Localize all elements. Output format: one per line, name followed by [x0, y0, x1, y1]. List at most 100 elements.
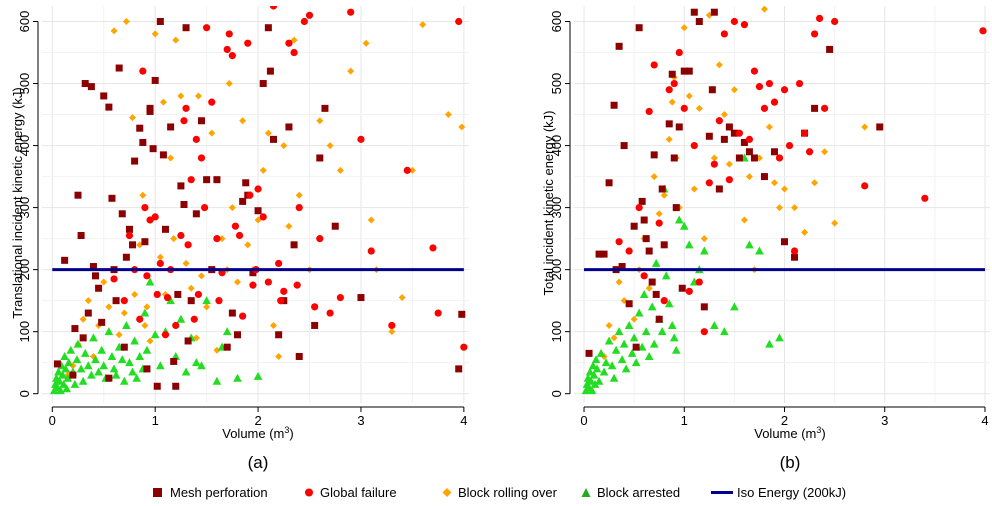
panel-a-point-block-rolling-over	[213, 346, 221, 354]
panel-b-point-global-failure	[705, 179, 713, 187]
panel-b-point-block-arrested	[589, 370, 599, 379]
panel-b-point-block-rolling-over	[791, 204, 799, 212]
panel-b-point-block-arrested	[669, 333, 679, 342]
panel-a-point-block-rolling-over	[290, 36, 298, 44]
panel-a-point-block-rolling-over	[218, 235, 226, 243]
panel-a-points	[50, 6, 468, 395]
panel-b-y-tick-label: 400	[549, 135, 564, 157]
panel-b-point-block-rolling-over	[685, 92, 693, 100]
panel-b-point-global-failure	[861, 182, 869, 190]
panel-a-point-global-failure	[110, 275, 118, 283]
panel-a-point-mesh-perforation	[331, 222, 339, 230]
panel-a-point-global-failure	[139, 67, 147, 75]
panel-b-point-global-failure	[670, 79, 678, 88]
panel-b-point-block-arrested	[621, 364, 631, 373]
panel-b-point-global-failure	[665, 86, 673, 94]
panel-a-point-global-failure	[228, 52, 236, 60]
panel-a-point-global-failure	[235, 231, 244, 240]
panel-a-point-global-failure	[215, 297, 223, 305]
panel-b-point-global-failure	[675, 48, 683, 57]
panel-b-point-block-arrested	[775, 333, 784, 342]
panel-b-point-global-failure	[700, 328, 708, 336]
panel-b-point-block-arrested	[590, 379, 600, 388]
panel-b-point-block-rolling-over	[861, 123, 869, 131]
panel-b-point-block-rolling-over	[715, 61, 723, 69]
panel-b-point-block-arrested	[587, 386, 597, 395]
panel-b-point-block-arrested	[671, 345, 681, 354]
panel-b-point-global-failure	[810, 30, 819, 38]
panel-a-point-block-rolling-over	[244, 241, 252, 249]
panel-a-point-mesh-perforation	[167, 123, 175, 131]
panel-a-point-mesh-perforation	[270, 135, 278, 143]
panel-b-point-global-failure	[685, 287, 693, 295]
panel-a-point-global-failure	[141, 204, 149, 212]
panel-b-point-block-rolling-over	[605, 321, 613, 329]
panel-a-point-global-failure	[203, 24, 211, 32]
panel-a-point-global-failure	[246, 191, 254, 199]
panel-b-point-block-rolling-over	[630, 315, 638, 323]
panel-b-point-block-rolling-over	[700, 235, 708, 243]
panel-a-point-mesh-perforation	[197, 117, 205, 125]
panel-b-point-global-failure	[635, 204, 643, 212]
legend-swatch-global-failure	[305, 488, 313, 497]
panel-a-point-mesh-perforation	[203, 176, 211, 184]
panel-a-point-block-rolling-over	[159, 98, 167, 106]
panel-a-point-block-rolling-over	[203, 303, 211, 311]
panel-a-background	[42, 6, 469, 403]
panel-b-point-mesh-perforation	[781, 238, 789, 246]
panel-b-y-tick-label: 300	[549, 197, 564, 219]
panel-a-point-global-failure	[190, 315, 198, 323]
panel-a-point-block-rolling-over	[187, 284, 195, 292]
panel-a-point-mesh-perforation	[161, 225, 169, 233]
panel-a-x-tick-label: 4	[460, 413, 467, 428]
panel-a-point-global-failure	[388, 321, 396, 330]
panel-a-point-block-rolling-over	[122, 18, 130, 26]
panel-b-point-global-failure	[775, 154, 784, 162]
panel-a-point-block-arrested	[192, 358, 201, 367]
panel-a-point-mesh-perforation	[159, 151, 167, 159]
panel-a-x-tick-label: 0	[49, 413, 56, 428]
panel-a-point-mesh-perforation	[249, 269, 257, 277]
panel-b-point-block-rolling-over	[745, 173, 753, 181]
panel-b-point-block-arrested	[657, 327, 667, 336]
panel-a-point-block-arrested	[91, 355, 100, 364]
panel-b-point-block-arrested	[679, 221, 689, 230]
panel-b-point-global-failure	[790, 247, 799, 255]
panel-a-point-global-failure	[311, 303, 319, 311]
panel-b-point-block-rolling-over	[668, 98, 676, 106]
panel-b-point-mesh-perforation	[638, 197, 646, 205]
panel-a-point-block-arrested	[76, 364, 86, 373]
panel-a-point-global-failure	[187, 176, 195, 184]
panel-b-point-block-rolling-over	[720, 111, 728, 119]
panel-b-point-block-rolling-over	[690, 185, 698, 193]
panel-b-point-block-arrested	[684, 240, 694, 249]
panel-a-point-mesh-perforation	[125, 225, 133, 233]
panel-b-point-block-rolling-over	[775, 204, 783, 212]
panel-b-point-mesh-perforation	[715, 185, 723, 193]
panel-a-point-global-failure	[277, 297, 285, 305]
panel-b-point-global-failure	[730, 17, 738, 26]
panel-a-point-block-arrested	[94, 367, 103, 376]
legend-label-global-failure: Global failure	[320, 485, 397, 500]
panel-a-point-block-arrested	[78, 376, 88, 385]
panel-b-point-block-arrested	[664, 299, 674, 308]
panel-a-point-mesh-perforation	[275, 331, 283, 339]
legend-label-block-arrested: Block arrested	[597, 485, 680, 500]
panel-a-point-mesh-perforation	[233, 331, 241, 339]
panel-b-xlabel-main: Volume (m	[754, 426, 816, 441]
panel-a-xlabel-main: Volume (m	[222, 426, 284, 441]
panel-a-point-block-rolling-over	[192, 334, 200, 342]
panel-b-point-block-arrested	[637, 342, 647, 351]
panel-b-x-tick-label: 0	[580, 413, 587, 428]
panel-a-point-block-rolling-over	[326, 142, 334, 150]
panel-b-point-mesh-perforation	[655, 315, 663, 323]
panel-b-point-mesh-perforation	[710, 8, 718, 16]
panel-a-point-mesh-perforation	[172, 382, 180, 390]
panel-a-point-mesh-perforation	[187, 297, 195, 305]
panel-b-point-block-rolling-over	[770, 179, 778, 187]
panel-b-point-global-failure	[780, 86, 789, 94]
panel-a-point-global-failure	[213, 235, 221, 243]
panel-a-point-global-failure	[305, 11, 314, 19]
panel-b-plot-area: 0 100 200 300 400 500 600 0 1 2 3 4	[549, 6, 990, 428]
panel-a-point-block-rolling-over	[182, 259, 190, 267]
